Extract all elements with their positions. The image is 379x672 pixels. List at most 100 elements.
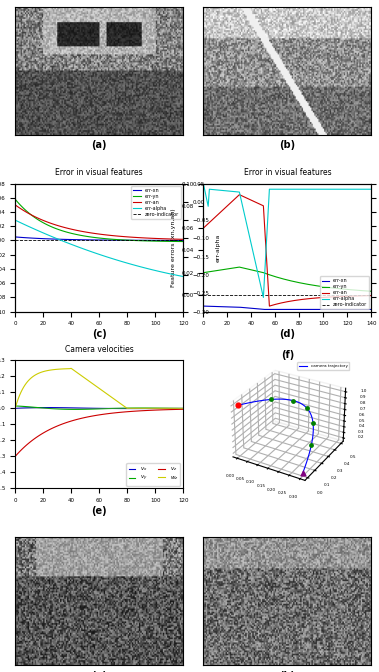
err-xn (261, 305, 266, 313)
X-axis label: (g): (g) (91, 671, 107, 672)
$v_x$ (44, 403, 48, 411)
$v_y$ (73, 405, 78, 413)
$v_y$ (181, 405, 185, 413)
$v_z$ (13, 452, 17, 460)
err-an (30, 211, 34, 219)
err-alpha (369, 185, 374, 194)
err-xn (170, 237, 174, 245)
err-xn (30, 234, 34, 242)
err-an (257, 200, 262, 208)
Title: (f): (f) (281, 349, 294, 360)
err-alpha (84, 246, 89, 254)
err-yn (349, 286, 353, 294)
zero-indicator (14, 237, 19, 245)
err-yn (52, 224, 56, 232)
$v_x$ (13, 405, 17, 413)
X-axis label: (e): (e) (91, 506, 107, 516)
Line: err-alpha: err-alpha (204, 183, 371, 298)
err-yn (30, 212, 34, 220)
$v_z$ (181, 405, 185, 413)
Line: err-xn: err-xn (204, 306, 371, 309)
err-alpha (202, 185, 207, 194)
$v_y$ (128, 404, 132, 412)
err-xn (362, 305, 366, 313)
Line: $w_z$: $w_z$ (15, 368, 183, 409)
$w_z$ (52, 366, 56, 374)
err-alpha (345, 185, 350, 194)
err-xn (349, 305, 353, 313)
Line: err-an: err-an (204, 195, 371, 306)
Line: err-xn: err-xn (15, 237, 183, 241)
err-xn (181, 237, 185, 245)
Title: Camera velocities: Camera velocities (65, 345, 133, 354)
err-yn (170, 237, 174, 245)
err-an (170, 235, 174, 243)
Line: err-yn: err-yn (204, 267, 371, 291)
err-an (237, 191, 242, 199)
err-xn (126, 236, 131, 244)
err-xn (369, 305, 374, 313)
Title: Error in visual features: Error in visual features (55, 168, 143, 177)
err-an (84, 228, 89, 237)
err-alpha (201, 179, 206, 187)
Title: Error in visual features: Error in visual features (244, 168, 331, 177)
err-xn (52, 235, 56, 243)
$v_x$ (128, 405, 132, 413)
err-an (181, 235, 185, 243)
Legend: camera trajectory: camera trajectory (298, 362, 349, 370)
$w_z$ (128, 405, 132, 413)
$v_z$ (30, 437, 34, 445)
Legend: $v_x$, $v_y$, $v_z$, $w_z$: $v_x$, $v_y$, $v_z$, $w_z$ (127, 463, 180, 486)
$v_z$ (118, 409, 122, 417)
Legend: err-xn, err-yn, err-an, err-alpha, zero-indicator: err-xn, err-yn, err-an, err-alpha, zero-… (319, 276, 369, 309)
Y-axis label: err-alpha: err-alpha (215, 233, 220, 262)
err-alpha (181, 272, 185, 280)
err-xn (201, 302, 206, 310)
$v_z$ (126, 408, 131, 416)
$w_z$ (13, 405, 17, 413)
err-alpha (349, 185, 353, 194)
$v_z$ (84, 413, 89, 421)
$w_z$ (171, 405, 176, 413)
Legend: err-xn, err-yn, err-an, err-alpha, zero-indicator: err-xn, err-yn, err-an, err-alpha, zero-… (132, 186, 181, 219)
err-yn (118, 236, 122, 244)
Line: err-alpha: err-alpha (15, 220, 183, 276)
err-an (267, 302, 272, 310)
err-an (350, 292, 354, 300)
err-alpha (261, 294, 266, 302)
err-yn (237, 263, 242, 271)
err-xn (256, 305, 261, 313)
$v_y$ (13, 402, 17, 410)
err-an (202, 223, 207, 231)
err-an (211, 215, 215, 223)
zero-indicator (201, 291, 206, 299)
$v_x$ (86, 404, 90, 412)
$w_z$ (181, 405, 185, 413)
err-yn (202, 268, 207, 276)
err-yn (362, 287, 366, 295)
X-axis label: (d): (d) (279, 329, 295, 339)
err-an (346, 292, 351, 300)
$v_y$ (52, 405, 56, 413)
zero-indicator (13, 237, 17, 245)
err-yn (345, 286, 350, 294)
X-axis label: (b): (b) (279, 140, 296, 151)
X-axis label: (a): (a) (91, 140, 107, 151)
err-alpha (118, 257, 122, 265)
$w_z$ (69, 364, 74, 372)
err-xn (211, 302, 215, 310)
$v_x$ (30, 404, 34, 412)
err-xn (84, 236, 89, 244)
err-alpha (256, 272, 261, 280)
$v_x$ (181, 405, 185, 413)
err-alpha (126, 259, 131, 267)
Y-axis label: Feature errors (xn,yn,an): Feature errors (xn,yn,an) (171, 208, 176, 287)
$v_x$ (119, 405, 124, 413)
err-yn (84, 233, 89, 241)
err-alpha (13, 216, 17, 224)
err-alpha (170, 270, 174, 278)
$v_z$ (52, 423, 56, 431)
err-xn (202, 302, 207, 310)
X-axis label: (h): (h) (279, 671, 295, 672)
Line: $v_z$: $v_z$ (15, 409, 183, 456)
